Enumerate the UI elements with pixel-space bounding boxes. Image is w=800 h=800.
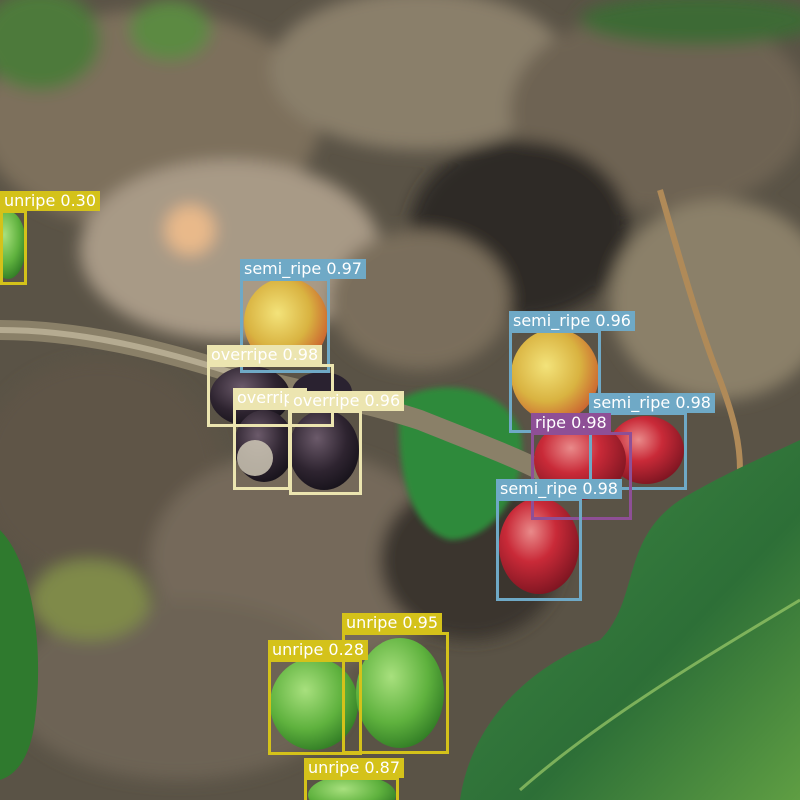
- detection-label: semi_ripe 0.97: [240, 259, 366, 279]
- detection-box: semi_ripe 0.97: [240, 259, 366, 373]
- detection-label: unripe 0.87: [304, 758, 405, 778]
- detection-box: unripe 0.28: [268, 640, 369, 755]
- detection-label: semi_ripe 0.98: [496, 479, 622, 499]
- detection-label: overripe: [233, 388, 308, 408]
- detection-box: semi_ripe 0.98: [589, 393, 715, 490]
- detection-label: unripe 0.28: [268, 640, 369, 660]
- detection-label: overripe 0.98: [207, 345, 323, 365]
- detection-box: overripe: [233, 388, 308, 490]
- detection-label: semi_ripe 0.98: [589, 393, 715, 413]
- detection-label: unripe 0.30: [0, 191, 101, 211]
- detection-box: semi_ripe 0.96: [509, 311, 635, 433]
- detection-box: overripe 0.98: [207, 345, 334, 427]
- detection-label: semi_ripe 0.96: [509, 311, 635, 331]
- detection-label: ripe 0.98: [531, 413, 611, 433]
- detection-box: unripe 0.95: [342, 613, 449, 754]
- detection-box: unripe 0.30: [0, 191, 101, 285]
- detection-box: ripe 0.98: [531, 413, 632, 520]
- detection-label: overripe 0.96: [289, 391, 405, 411]
- detection-label: unripe 0.95: [342, 613, 443, 633]
- detection-box: overripe 0.96: [289, 391, 405, 495]
- detection-box: unripe 0.87: [304, 758, 405, 800]
- detection-box: semi_ripe 0.98: [496, 479, 622, 601]
